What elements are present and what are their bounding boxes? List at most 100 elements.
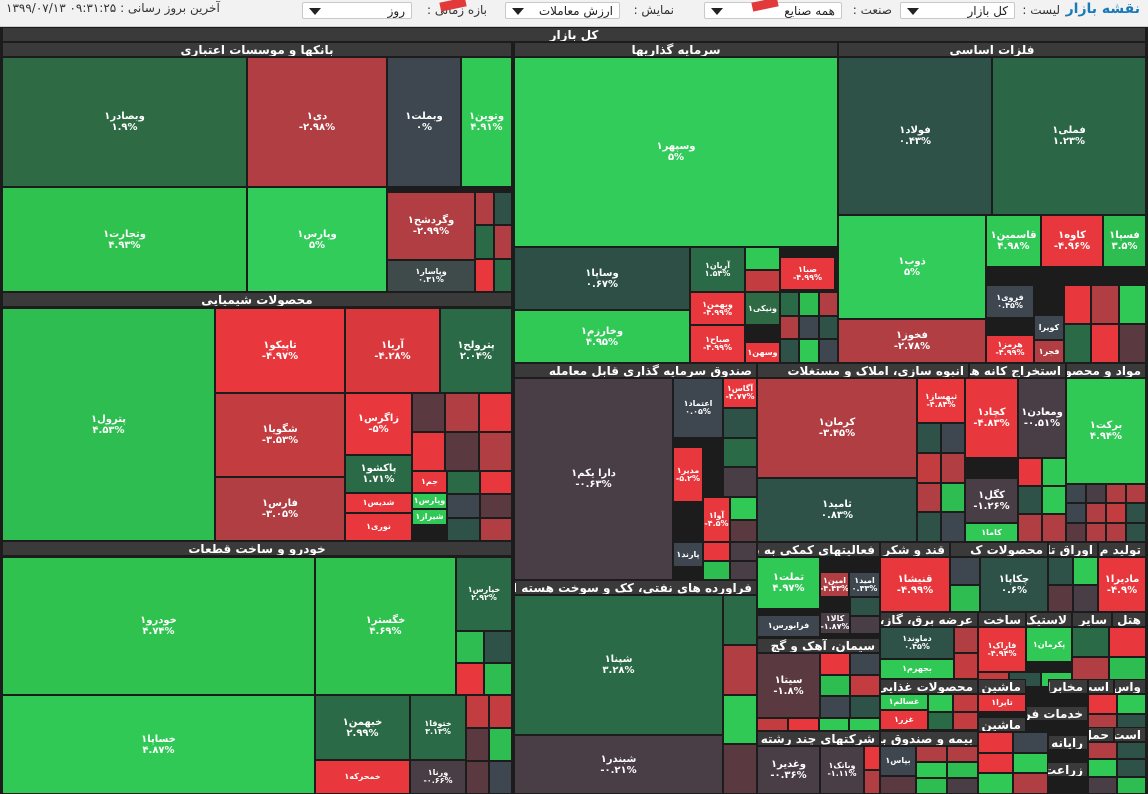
tile-kerman[interactable]: کرمان۱ -۳.۴۵% (757, 378, 917, 478)
small-stock-cell[interactable] (1117, 759, 1146, 777)
small-stock-cell[interactable] (1066, 503, 1086, 523)
tile-vbahman[interactable]: وبهمن۱ -۴.۹۹% (690, 292, 745, 325)
tile-vbmellat[interactable]: وبملت۱ ۰% (387, 57, 461, 187)
small-stock-cell[interactable] (950, 584, 980, 612)
small-stock-cell[interactable] (864, 746, 880, 770)
tile-shgoya[interactable]: شگویا۱ -۳.۵۳% (215, 393, 345, 477)
sector-header-sugar[interactable]: قند و شکر (880, 542, 950, 557)
small-stock-cell[interactable] (1091, 285, 1119, 324)
small-stock-cell[interactable] (730, 561, 757, 580)
small-stock-cell[interactable] (1042, 514, 1066, 542)
sector-header-mashin[interactable]: ماشین آ (978, 717, 1026, 732)
small-stock-cell[interactable] (1106, 484, 1126, 504)
small-stock-cell[interactable] (412, 432, 446, 471)
small-stock-cell[interactable] (1106, 503, 1126, 523)
tile-vtoveen[interactable]: وتوین۱ ۴.۹۱% (461, 57, 512, 187)
tile-vgardesh[interactable]: وگردشح۱ -۲.۹۹% (387, 192, 475, 260)
tile-fasa[interactable]: فسپا۱ ۳.۵% (1103, 215, 1146, 267)
sector-header-build[interactable]: انبوه سازی، املاک و مستغلات (757, 363, 969, 378)
tile-tamid[interactable]: ثامید۱ ۰.۸۳% (757, 478, 917, 542)
small-stock-cell[interactable] (917, 423, 941, 453)
small-stock-cell[interactable] (950, 557, 980, 585)
tile-khbahman[interactable]: خبهمن۱ ۲.۹۹% (315, 695, 410, 760)
tile-sabah[interactable]: صباح۱ -۴.۹۹% (690, 325, 745, 363)
small-stock-cell[interactable] (1088, 776, 1117, 794)
tile-saba[interactable]: صبا۱ -۴.۹۹% (780, 257, 835, 290)
small-stock-cell[interactable] (1066, 484, 1086, 504)
tile-kegol[interactable]: کگل۱ -۱.۲۶% (965, 478, 1018, 523)
small-stock-cell[interactable] (787, 718, 819, 731)
small-stock-cell[interactable] (928, 712, 953, 730)
tile-khsapa[interactable]: خساپا۱ ۴.۸۷% (2, 695, 315, 794)
small-stock-cell[interactable] (849, 718, 880, 731)
small-stock-cell[interactable] (447, 494, 480, 518)
tile-shdis[interactable]: شدیس۱ (345, 493, 412, 513)
small-stock-cell[interactable] (1117, 776, 1146, 794)
small-stock-cell[interactable] (478, 393, 512, 432)
tile-ghasemin[interactable]: قاسمین۱ ۴.۹۸% (986, 215, 1041, 267)
show-select[interactable]: ارزش معاملات (505, 2, 620, 19)
small-stock-cell[interactable] (1018, 458, 1042, 486)
small-stock-cell[interactable] (880, 776, 916, 794)
small-stock-cell[interactable] (917, 482, 941, 513)
small-stock-cell[interactable] (780, 339, 800, 363)
sector-header-tolid[interactable]: تولید م (1098, 542, 1146, 557)
small-stock-cell[interactable] (475, 258, 494, 292)
sector-header-haml[interactable]: حمل (1088, 727, 1114, 742)
sector-header-mat[interactable]: مواد و محصو (1066, 363, 1146, 378)
small-stock-cell[interactable] (850, 674, 880, 697)
tile-foolad[interactable]: فولاد۱ ۰.۴۳% (838, 57, 992, 215)
tile-kechad[interactable]: کچاد۱ -۴.۸۳% (965, 378, 1018, 458)
small-stock-cell[interactable] (723, 408, 757, 438)
small-stock-cell[interactable] (456, 663, 484, 695)
tile-petrol[interactable]: پترول۱ ۴.۵۳% (2, 308, 215, 541)
sector-header-zeraat[interactable]: زراعت و (1040, 762, 1088, 777)
sector-header-cement[interactable]: سیمان، آهک و گچ (757, 638, 880, 653)
small-stock-cell[interactable] (493, 225, 512, 259)
small-stock-cell[interactable] (1048, 557, 1073, 585)
small-stock-cell[interactable] (1126, 503, 1146, 523)
small-stock-cell[interactable] (917, 452, 941, 483)
small-stock-cell[interactable] (730, 497, 757, 520)
sector-header-sakhtm[interactable]: ساخت م (978, 612, 1026, 627)
small-stock-cell[interactable] (484, 631, 512, 663)
tile-etemad[interactable]: اعتماد۱ ۰.۰۵% (673, 378, 723, 438)
sector-header-metals[interactable]: فلزات اساسی (838, 42, 1146, 57)
small-stock-cell[interactable] (723, 644, 757, 695)
tile-fajr[interactable]: فجر۱ (1034, 340, 1064, 363)
small-stock-cell[interactable] (1018, 486, 1042, 514)
small-stock-cell[interactable] (1064, 324, 1092, 363)
sector-header-lastik[interactable]: لاستیک (1026, 612, 1072, 627)
tile-ghsalem[interactable]: غسالم۱ (880, 694, 928, 710)
small-stock-cell[interactable] (1013, 752, 1048, 774)
sector-header-astl[interactable]: است (1114, 727, 1146, 742)
tile-khodro[interactable]: خودرو۱ ۴.۷۴% (2, 557, 315, 695)
small-stock-cell[interactable] (489, 728, 512, 761)
sector-header-sayer[interactable]: سایر (1072, 612, 1112, 627)
small-stock-cell[interactable] (850, 597, 880, 616)
tile-faraak[interactable]: فاراک۱ -۴.۹۴% (978, 627, 1026, 672)
small-stock-cell[interactable] (475, 192, 494, 226)
small-stock-cell[interactable] (818, 339, 838, 363)
tile-vsepehr[interactable]: وسپهر۱ ۵% (514, 57, 838, 247)
tile-vsapa[interactable]: وساپا۱ ۰.۶۷% (514, 247, 690, 310)
small-stock-cell[interactable] (780, 315, 800, 340)
tile-vnika[interactable]: ونیکی۱ (745, 292, 780, 325)
small-stock-cell[interactable] (1117, 742, 1146, 760)
sector-header-khad[interactable]: خدمات فن (1026, 706, 1088, 721)
tile-madira[interactable]: مادیرا۱ -۴.۹% (1098, 557, 1146, 612)
small-stock-cell[interactable] (466, 728, 489, 761)
tile-bjahrom[interactable]: بجهرم۱ (880, 659, 954, 679)
small-stock-cell[interactable] (493, 258, 512, 292)
small-stock-cell[interactable] (978, 773, 1013, 794)
tile-hormoz[interactable]: هرمز۱ -۴.۹۹% (986, 335, 1034, 363)
small-stock-cell[interactable] (864, 770, 880, 794)
tile-vghadir[interactable]: وغدیر۱ -۰.۳۶% (757, 746, 820, 794)
tile-vpars2[interactable]: وپارس۱ (412, 493, 447, 509)
tile-parand[interactable]: پارند۱ (673, 542, 703, 567)
tile-zagros[interactable]: زاگرس۱ -۵% (345, 393, 412, 455)
small-stock-cell[interactable] (799, 315, 819, 340)
small-stock-cell[interactable] (1106, 522, 1126, 542)
small-stock-cell[interactable] (916, 762, 947, 778)
sector-header-vas[interactable]: واس (1114, 679, 1146, 694)
